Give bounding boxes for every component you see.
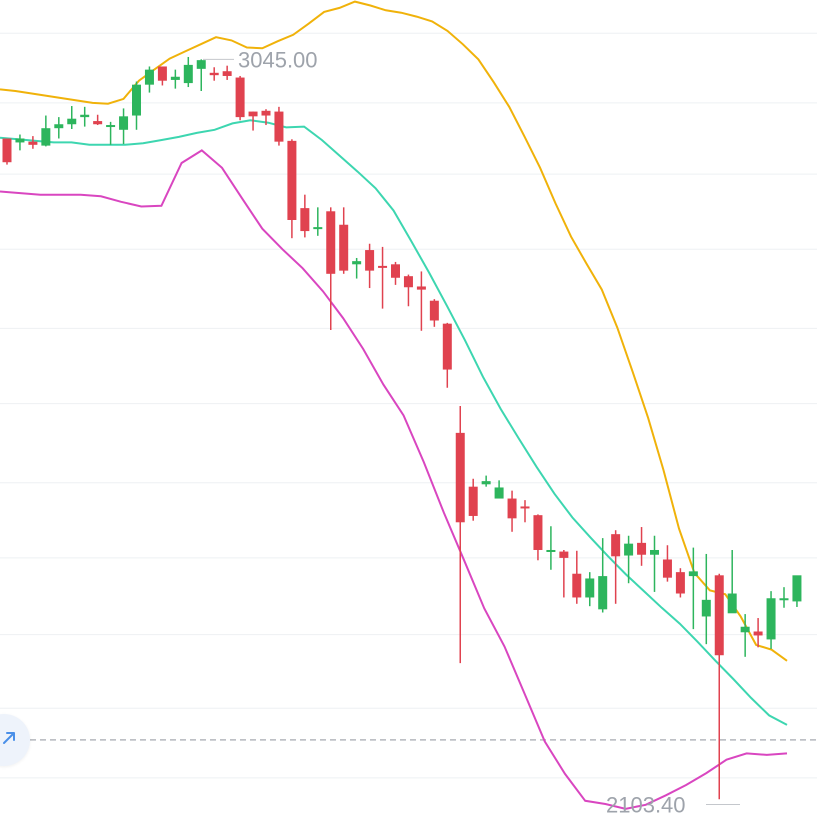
candle-up (313, 227, 323, 230)
candle-up (106, 125, 116, 128)
candle-up (792, 575, 802, 602)
candle-down (391, 264, 400, 278)
lower-band-line (0, 149, 788, 810)
candle-up (598, 576, 608, 610)
candle-up (54, 124, 64, 129)
candle-up (701, 599, 711, 617)
candle-down (442, 323, 452, 370)
candles-group (2, 56, 802, 800)
candle-down (28, 141, 38, 145)
candle-up (481, 481, 491, 485)
candle-up (144, 69, 154, 85)
candle-down (572, 573, 582, 598)
candle-up (650, 549, 659, 555)
candle-down (339, 224, 349, 271)
candle-down (507, 498, 517, 519)
candle-up (766, 598, 776, 640)
candle-down (753, 631, 763, 636)
candle-up (170, 76, 180, 80)
candle-up (740, 626, 750, 633)
candle-up (183, 64, 193, 84)
candle-down (455, 432, 465, 523)
candle-down (93, 121, 103, 125)
candle-down (378, 265, 388, 268)
candle-up (132, 84, 141, 116)
candle-down (222, 71, 232, 76)
middle-band-line (0, 119, 788, 726)
candle-down (157, 66, 167, 81)
candle-up (15, 138, 25, 143)
candle-down (559, 551, 569, 558)
candle-down (300, 208, 310, 232)
candle-down (235, 77, 245, 118)
low-marker-label: 2103.40 (606, 792, 686, 817)
candle-up (41, 128, 51, 146)
candle-up (352, 261, 362, 265)
candle-down (533, 515, 543, 550)
candle-up (727, 593, 737, 614)
candle-down (287, 140, 297, 220)
candle-down (365, 250, 375, 271)
upper-band-line (0, 0, 788, 662)
candle-up (688, 571, 698, 577)
candle-up (196, 60, 206, 69)
candle-down (2, 138, 12, 163)
candle-down (261, 110, 271, 116)
candle-down (429, 300, 439, 321)
candle-down (714, 575, 724, 656)
candle-up (119, 116, 129, 130)
candle-up (67, 118, 77, 125)
candle-up (494, 487, 504, 499)
candle-up (585, 578, 595, 598)
candle-down (403, 276, 413, 288)
candle-up (546, 549, 556, 552)
candle-up (80, 114, 90, 118)
candle-down (416, 286, 426, 290)
candle-down (326, 211, 336, 274)
candle-down (209, 72, 219, 76)
candle-down (637, 542, 647, 555)
candle-down (274, 111, 284, 142)
candle-up (779, 598, 789, 601)
candle-down (611, 534, 621, 557)
high-marker-label: 3045.00 (238, 47, 318, 72)
candle-down (468, 486, 478, 516)
candle-down (662, 559, 672, 578)
candle-down (520, 506, 530, 509)
candle-down (675, 572, 685, 594)
candle-down (248, 111, 258, 117)
arrow-up-right-icon (3, 732, 15, 744)
candle-up (624, 543, 634, 556)
